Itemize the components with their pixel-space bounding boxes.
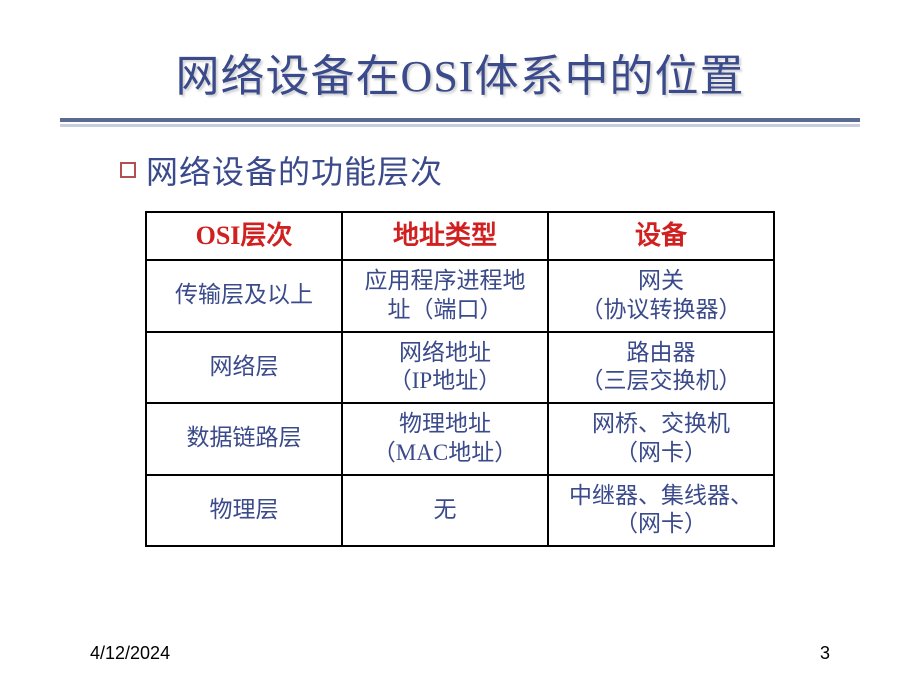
table-row: 网络层 网络地址 （IP地址） 路由器 （三层交换机） <box>146 332 774 404</box>
cell-text: （IP地址） <box>351 367 539 396</box>
cell-device: 中继器、集线器、 （网卡） <box>548 475 774 547</box>
cell-device: 网关 （协议转换器） <box>548 260 774 332</box>
th-osi-layer: OSI层次 <box>146 212 342 260</box>
cell-text: （网卡） <box>557 439 765 468</box>
cell-text: 应用程序进程地 <box>351 267 539 296</box>
cell-text: 无 <box>351 496 539 525</box>
th-device: 设备 <box>548 212 774 260</box>
table-header-row: OSI层次 地址类型 设备 <box>146 212 774 260</box>
subtitle-text: 网络设备的功能层次 <box>146 147 443 193</box>
divider-light <box>60 124 860 127</box>
cell-text: 路由器 <box>557 339 765 368</box>
cell-text: 物理地址 <box>351 410 539 439</box>
cell-text: 中继器、集线器、 <box>557 482 765 511</box>
cell-layer: 传输层及以上 <box>146 260 342 332</box>
cell-layer: 物理层 <box>146 475 342 547</box>
cell-text: （三层交换机） <box>557 367 765 396</box>
cell-text: 网络地址 <box>351 339 539 368</box>
cell-text: （网卡） <box>557 510 765 539</box>
square-bullet-icon <box>120 162 136 178</box>
cell-text: 网桥、交换机 <box>557 410 765 439</box>
divider-dark <box>60 118 860 122</box>
cell-text: （协议转换器） <box>557 296 765 325</box>
osi-table: OSI层次 地址类型 设备 传输层及以上 应用程序进程地 址（端口） 网关 （协… <box>145 211 775 547</box>
footer-date: 4/12/2024 <box>90 643 170 664</box>
cell-text: （MAC地址） <box>351 439 539 468</box>
table-row: 物理层 无 中继器、集线器、 （网卡） <box>146 475 774 547</box>
slide-footer: 4/12/2024 3 <box>90 643 830 664</box>
cell-text: 址（端口） <box>351 296 539 325</box>
table-row: 数据链路层 物理地址 （MAC地址） 网桥、交换机 （网卡） <box>146 403 774 475</box>
cell-device: 网桥、交换机 （网卡） <box>548 403 774 475</box>
cell-device: 路由器 （三层交换机） <box>548 332 774 404</box>
cell-text: 网关 <box>557 267 765 296</box>
cell-address: 无 <box>342 475 548 547</box>
subtitle-row: 网络设备的功能层次 <box>120 147 870 193</box>
table-row: 传输层及以上 应用程序进程地 址（端口） 网关 （协议转换器） <box>146 260 774 332</box>
cell-layer: 数据链路层 <box>146 403 342 475</box>
th-address-type: 地址类型 <box>342 212 548 260</box>
cell-address: 物理地址 （MAC地址） <box>342 403 548 475</box>
slide: 网络设备在OSI体系中的位置 网络设备的功能层次 OSI层次 地址类型 设备 传… <box>0 0 920 690</box>
cell-address: 应用程序进程地 址（端口） <box>342 260 548 332</box>
slide-title: 网络设备在OSI体系中的位置 <box>50 40 870 104</box>
cell-address: 网络地址 （IP地址） <box>342 332 548 404</box>
cell-layer: 网络层 <box>146 332 342 404</box>
footer-page-number: 3 <box>820 643 830 664</box>
